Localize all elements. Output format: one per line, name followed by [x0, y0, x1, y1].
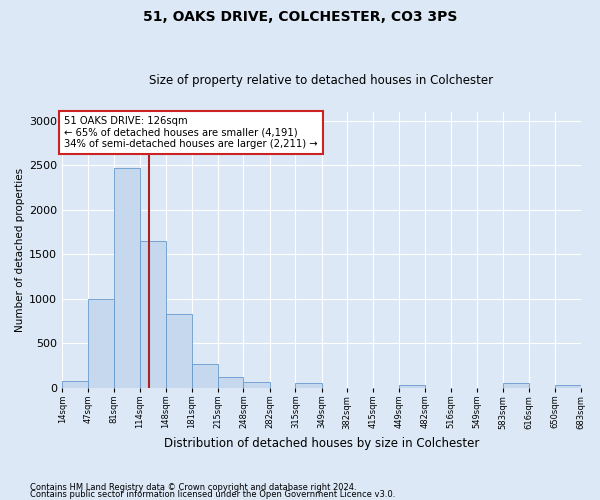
- Bar: [503, 384, 529, 388]
- Text: 51 OAKS DRIVE: 126sqm
← 65% of detached houses are smaller (4,191)
34% of semi-d: 51 OAKS DRIVE: 126sqm ← 65% of detached …: [64, 116, 318, 150]
- Text: Contains public sector information licensed under the Open Government Licence v3: Contains public sector information licen…: [30, 490, 395, 499]
- Bar: [88, 298, 114, 388]
- Bar: [244, 382, 270, 388]
- Bar: [62, 381, 88, 388]
- Bar: [399, 385, 425, 388]
- Bar: [114, 168, 140, 388]
- Title: Size of property relative to detached houses in Colchester: Size of property relative to detached ho…: [149, 74, 493, 87]
- Text: 51, OAKS DRIVE, COLCHESTER, CO3 3PS: 51, OAKS DRIVE, COLCHESTER, CO3 3PS: [143, 10, 457, 24]
- Y-axis label: Number of detached properties: Number of detached properties: [15, 168, 25, 332]
- Bar: [295, 384, 322, 388]
- Bar: [191, 364, 218, 388]
- X-axis label: Distribution of detached houses by size in Colchester: Distribution of detached houses by size …: [164, 437, 479, 450]
- Bar: [555, 385, 581, 388]
- Text: Contains HM Land Registry data © Crown copyright and database right 2024.: Contains HM Land Registry data © Crown c…: [30, 484, 356, 492]
- Bar: [166, 314, 191, 388]
- Bar: [140, 241, 166, 388]
- Bar: [218, 376, 244, 388]
